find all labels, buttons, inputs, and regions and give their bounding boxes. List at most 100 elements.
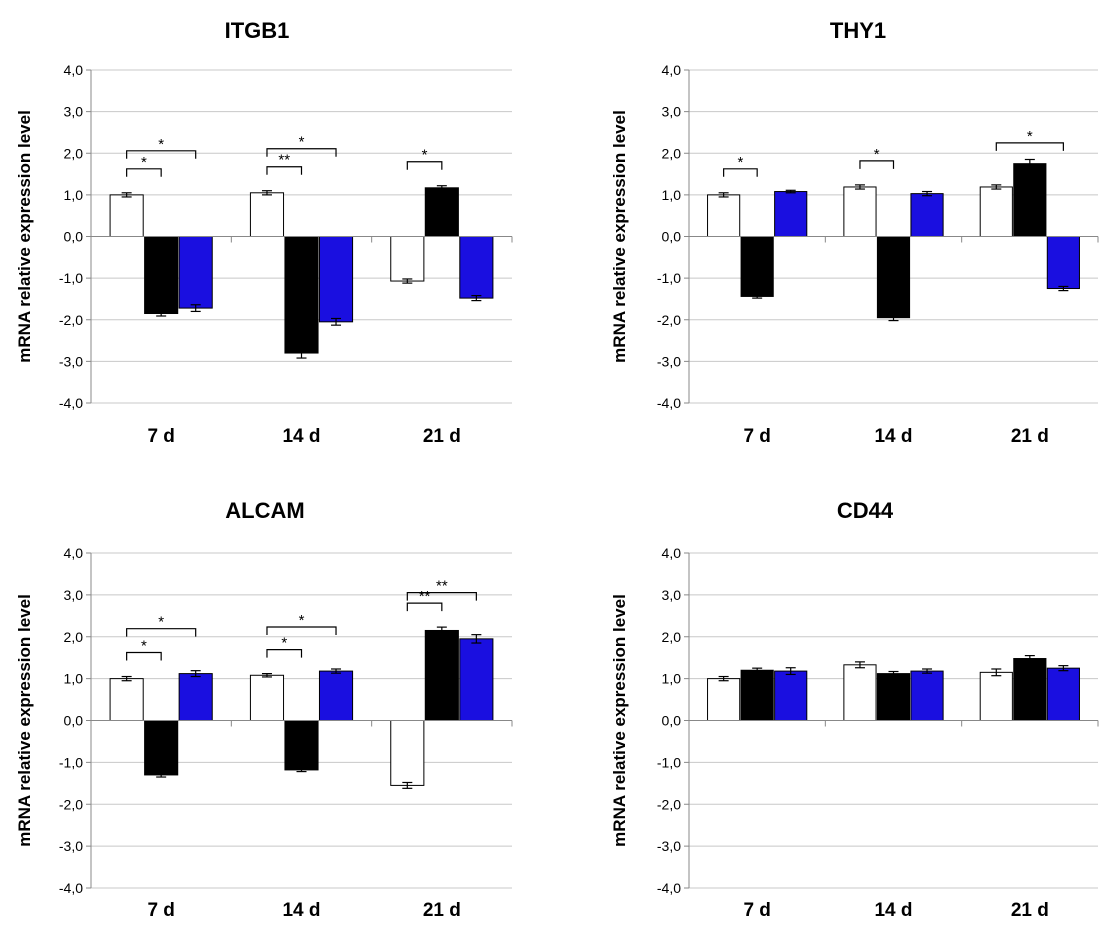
bar-series-3-2 bbox=[459, 236, 494, 299]
y-tick-label: -4,0 bbox=[59, 395, 83, 411]
y-tick-label: 1,0 bbox=[662, 671, 682, 687]
x-category-label: 21 d bbox=[423, 900, 461, 921]
significance-bracket bbox=[406, 602, 443, 612]
bar-series-1-0 bbox=[109, 194, 144, 237]
significance-label: * bbox=[737, 154, 743, 171]
bar-series-3-0 bbox=[774, 670, 808, 722]
bar-series-1-2 bbox=[390, 720, 425, 786]
chart-panel-alcam: 4,0 3,0 2,0 1,0 0,0 -1,0 -2,0 -3,0 -4,0 ALCAM mRNA… bbox=[15, 498, 513, 921]
significance-bracket bbox=[406, 161, 443, 170]
significance-bracket bbox=[266, 148, 337, 157]
significance-bracket bbox=[406, 592, 477, 601]
y-tick-label: 1,0 bbox=[662, 187, 682, 203]
bar-series-1-0 bbox=[707, 678, 741, 721]
significance-label: * bbox=[299, 612, 305, 629]
significance-bracket bbox=[266, 626, 337, 635]
bar-series-1-1 bbox=[249, 674, 285, 722]
y-tick-label: 2,0 bbox=[64, 145, 84, 161]
x-category-label: 14 d bbox=[874, 426, 912, 447]
x-category-label: 21 d bbox=[423, 426, 461, 447]
bar-series-2-0 bbox=[144, 236, 179, 315]
y-tick-label: 2,0 bbox=[662, 629, 682, 645]
bar-series-3-1 bbox=[318, 236, 354, 323]
significance-bracket bbox=[859, 160, 895, 169]
bar-series-3-0 bbox=[178, 673, 213, 721]
x-category-label: 7 d bbox=[743, 900, 770, 921]
x-category-label: 21 d bbox=[1011, 426, 1049, 447]
bar-series-2-2 bbox=[1013, 658, 1047, 722]
y-tick-label: -2,0 bbox=[59, 796, 83, 812]
y-tick-label: 3,0 bbox=[64, 104, 84, 120]
bar-series-3-0 bbox=[774, 191, 808, 237]
chart-title: CD44 bbox=[837, 498, 894, 523]
bar-series-3-1 bbox=[318, 670, 354, 722]
significance-label: * bbox=[141, 154, 147, 171]
bar-series-3-2 bbox=[1046, 236, 1080, 290]
significance-bracket bbox=[126, 150, 197, 159]
bar-series-2-0 bbox=[740, 669, 774, 721]
bar-series-1-2 bbox=[979, 671, 1013, 721]
y-axis-label: mRNA relative expression level bbox=[610, 594, 629, 847]
bar-series-2-1 bbox=[876, 236, 911, 319]
chart-title: ITGB1 bbox=[225, 18, 290, 43]
bar-series-1-0 bbox=[707, 194, 741, 237]
y-tick-label: 1,0 bbox=[64, 187, 84, 203]
chart-title: ALCAM bbox=[225, 498, 304, 523]
significance-label: * bbox=[874, 146, 880, 163]
significance-bracket bbox=[126, 168, 162, 177]
x-category-label: 21 d bbox=[1011, 900, 1049, 921]
bar-series-3-2 bbox=[459, 638, 494, 721]
y-tick-label: -3,0 bbox=[657, 353, 681, 369]
y-tick-label: -2,0 bbox=[657, 796, 681, 812]
y-tick-label: -3,0 bbox=[59, 353, 83, 369]
significance-label: * bbox=[422, 147, 428, 164]
y-tick-label: 0,0 bbox=[64, 229, 84, 245]
significance-label: ** bbox=[436, 578, 448, 595]
bar-series-2-2 bbox=[424, 629, 459, 721]
significance-label: * bbox=[281, 635, 287, 652]
significance-bracket bbox=[126, 651, 162, 661]
y-tick-label: -2,0 bbox=[657, 312, 681, 328]
chart-panel-thy1: 4,0 3,0 2,0 1,0 0,0 -1,0 -2,0 -3,0 -4,0 THY1 mRNA … bbox=[610, 18, 1099, 447]
y-axis-label: mRNA relative expression level bbox=[610, 110, 629, 363]
y-tick-label: -4,0 bbox=[657, 395, 681, 411]
significance-label: * bbox=[141, 638, 147, 655]
bar-series-2-0 bbox=[144, 720, 179, 776]
y-tick-label: 4,0 bbox=[662, 62, 682, 78]
bar-series-1-1 bbox=[843, 186, 877, 237]
x-category-label: 7 d bbox=[147, 900, 174, 921]
y-tick-label: 0,0 bbox=[64, 713, 84, 729]
y-tick-label: -1,0 bbox=[59, 270, 83, 286]
bar-series-1-1 bbox=[249, 192, 285, 237]
y-tick-label: 3,0 bbox=[662, 104, 682, 120]
significance-label: * bbox=[158, 614, 164, 631]
y-tick-label: 1,0 bbox=[64, 671, 84, 687]
x-category-label: 14 d bbox=[282, 426, 320, 447]
bar-series-2-2 bbox=[424, 187, 459, 237]
y-tick-label: -1,0 bbox=[657, 270, 681, 286]
y-tick-label: 4,0 bbox=[64, 62, 84, 78]
y-tick-label: -1,0 bbox=[657, 754, 681, 770]
bar-series-1-1 bbox=[843, 664, 877, 722]
significance-bracket bbox=[126, 628, 197, 637]
significance-label: ** bbox=[278, 152, 290, 169]
bar-series-2-2 bbox=[1013, 163, 1047, 237]
bar-series-2-1 bbox=[876, 673, 911, 721]
bar-series-1-2 bbox=[390, 236, 425, 282]
significance-label: ** bbox=[419, 588, 431, 605]
x-category-label: 14 d bbox=[874, 900, 912, 921]
bar-series-1-0 bbox=[109, 678, 144, 721]
chart-panel-itgb1: 4,0 3,0 2,0 1,0 0,0 -1,0 -2,0 -3,0 -4,0 ITGB1 mRNA… bbox=[15, 18, 513, 447]
y-tick-label: 3,0 bbox=[662, 587, 682, 603]
y-tick-label: -1,0 bbox=[59, 754, 83, 770]
y-tick-label: 4,0 bbox=[64, 545, 84, 561]
y-axis-label: mRNA relative expression level bbox=[15, 110, 34, 363]
y-axis-label: mRNA relative expression level bbox=[15, 594, 34, 847]
x-category-label: 7 d bbox=[147, 426, 174, 447]
significance-label: * bbox=[299, 134, 305, 151]
y-tick-label: 0,0 bbox=[662, 229, 682, 245]
y-tick-label: 4,0 bbox=[662, 545, 682, 561]
y-tick-label: 3,0 bbox=[64, 587, 84, 603]
bar-series-2-1 bbox=[284, 236, 319, 354]
